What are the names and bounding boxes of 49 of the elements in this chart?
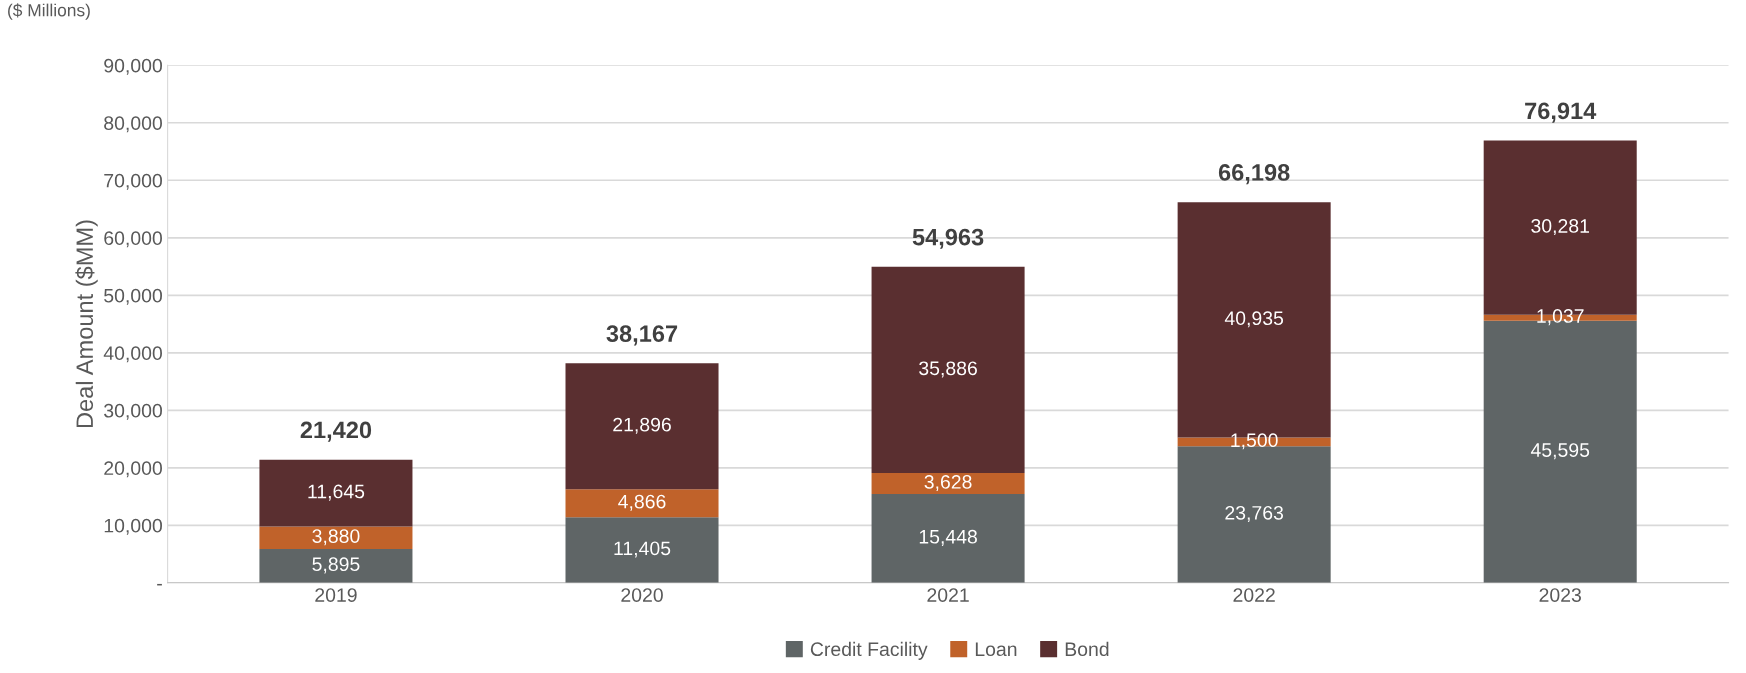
bar [259,526,413,549]
data-label: 35,886 [919,361,977,378]
total-label: 54,963 [912,228,984,249]
data-label: 21,896 [613,417,671,434]
y-tick-label: 40,000 [103,346,162,363]
x-tick-label: 2022 [1233,588,1275,602]
legend-label: Loan [975,642,1017,657]
bar [259,459,413,527]
bar [565,489,719,518]
y-tick-label: - [157,583,162,586]
legend-label: Credit Facility [810,641,928,660]
x-tick-label: 2019 [315,588,357,602]
total-label: 76,914 [1525,102,1597,123]
bar [259,548,413,583]
data-label: 23,763 [1225,505,1284,523]
bar [565,363,719,490]
y-tick-label: 50,000 [104,288,162,305]
data-label: 11,405 [614,541,671,558]
data-label: 40,935 [1224,311,1284,328]
y-tick-label: 20,000 [104,461,162,478]
text: ($ Millions) [8,3,90,20]
data-label: 1,500 [1231,433,1278,450]
y-tick-label: 30,000 [104,403,162,420]
x-tick-label: 2023 [1539,588,1581,602]
data-label: 11,645 [308,484,365,501]
total-label: 38,167 [606,325,678,346]
data-label: 3,628 [924,475,972,492]
y-axis-title: Deal Amount ($MM) [75,220,98,428]
data-label: 1,037 [1537,309,1584,326]
y-tick-label: 80,000 [104,116,162,133]
data-label: 3,880 [312,529,360,546]
y-tick-label: 10,000 [104,518,162,535]
y-tick-label: 60,000 [104,231,162,248]
legend-label: Bond [1065,641,1109,657]
bar [871,473,1025,494]
data-label: 4,866 [618,494,666,511]
y-tick-label: 90,000 [104,58,162,75]
y-tick-label: 70,000 [104,173,162,190]
data-label: 45,595 [1530,443,1590,460]
total-label: 66,198 [1218,164,1290,185]
total-label: 21,420 [300,421,372,442]
data-label: 30,281 [1531,219,1589,236]
data-label: 5,895 [312,557,360,574]
data-label: 15,448 [919,529,977,546]
x-tick-label: 2020 [621,588,663,602]
x-tick-label: 2021 [927,588,969,602]
bar [565,517,719,583]
bar [871,266,1025,474]
bar [871,493,1025,583]
